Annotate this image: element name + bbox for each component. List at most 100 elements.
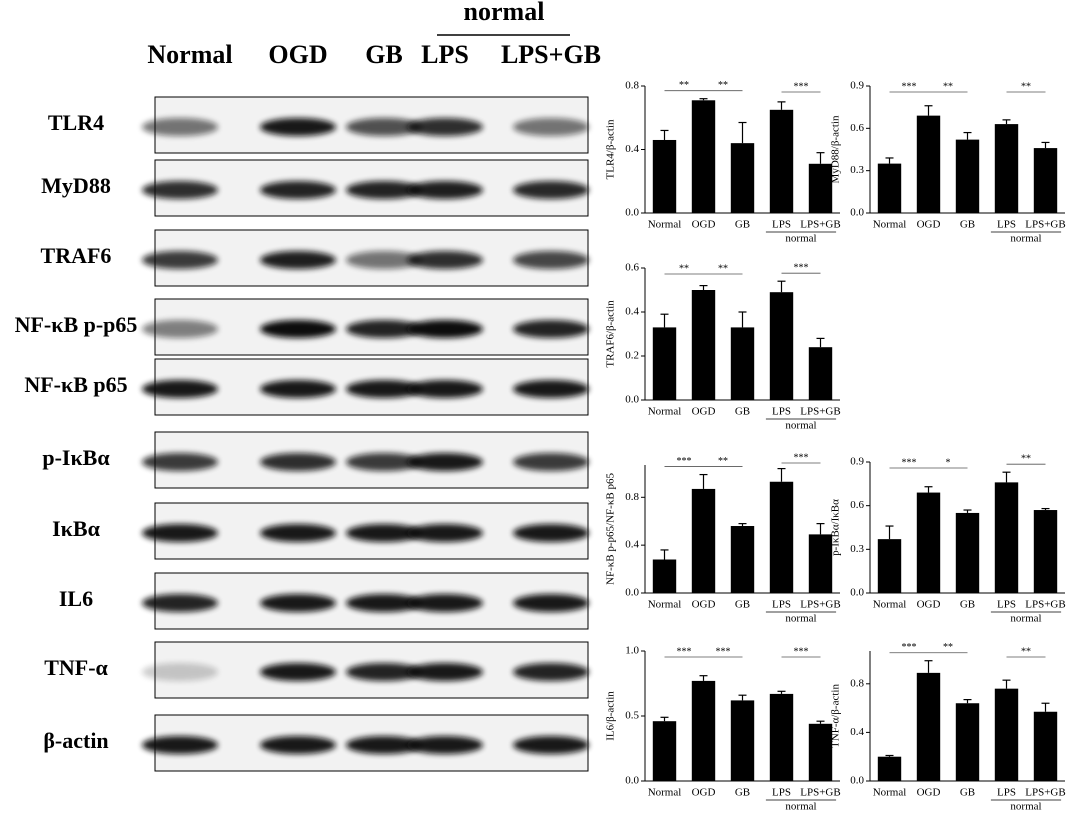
error-bar <box>963 698 972 704</box>
lane-label: GB <box>365 40 403 69</box>
x-tick-label: LPS+GB <box>800 219 840 231</box>
row-label: p-IκBα <box>42 445 110 470</box>
band <box>513 181 589 199</box>
x-tick-label: LPS+GB <box>800 787 840 799</box>
bar <box>769 481 794 593</box>
bar <box>877 539 902 593</box>
row-label: IL6 <box>59 586 93 611</box>
bar <box>1033 711 1058 781</box>
bar <box>730 143 755 213</box>
error-bar <box>924 660 933 673</box>
x-tick-label: GB <box>960 219 975 231</box>
bar <box>808 723 833 781</box>
error-bar <box>816 337 825 348</box>
y-axis-label: TNF-α/β-actin <box>830 684 842 748</box>
group-label: normal <box>464 0 545 26</box>
error-bar <box>660 549 669 560</box>
error-bar <box>1041 507 1050 511</box>
x-tick-label: Normal <box>873 219 907 231</box>
significance-label: ** <box>718 263 728 274</box>
error-bar <box>1041 702 1050 712</box>
band <box>260 118 336 136</box>
error-bar <box>777 467 786 482</box>
band <box>513 524 589 542</box>
bar <box>769 109 794 213</box>
band <box>142 181 218 199</box>
bar <box>652 721 677 781</box>
bar <box>877 163 902 213</box>
group-label: normal <box>785 233 816 245</box>
bar <box>652 559 677 593</box>
x-tick-label: LPS+GB <box>1025 599 1065 611</box>
band <box>513 736 589 754</box>
bar <box>916 492 941 593</box>
y-tick-label: 0.6 <box>850 122 864 134</box>
x-tick-label: GB <box>735 219 750 231</box>
band <box>142 736 218 754</box>
group-label: normal <box>785 420 816 432</box>
y-tick-label: 0.8 <box>850 677 864 689</box>
row-label: TNF-α <box>44 655 108 680</box>
significance-label: *** <box>677 456 692 467</box>
bar <box>808 347 833 400</box>
y-tick-label: 0.8 <box>625 80 639 92</box>
band <box>142 453 218 471</box>
x-tick-label: LPS+GB <box>800 406 840 418</box>
error-bar <box>660 313 669 328</box>
y-tick-label: 0.5 <box>625 710 639 722</box>
band <box>260 453 336 471</box>
error-bar <box>816 152 825 164</box>
band <box>407 320 483 338</box>
bar <box>916 115 941 213</box>
error-bar <box>1041 141 1050 149</box>
error-bar <box>963 509 972 513</box>
x-tick-label: LPS <box>772 599 791 611</box>
significance-label: *** <box>794 81 809 92</box>
band <box>260 594 336 612</box>
error-bar <box>1002 471 1011 483</box>
significance-label: ** <box>679 263 689 274</box>
band <box>142 118 218 136</box>
error-bar <box>1002 679 1011 689</box>
error-bar <box>885 525 894 540</box>
band <box>346 453 422 471</box>
lane-label: LPS+GB <box>501 40 601 69</box>
error-bar <box>924 105 933 116</box>
significance-label: *** <box>677 646 692 657</box>
band <box>142 594 218 612</box>
y-tick-label: 0.6 <box>850 499 864 511</box>
band <box>260 524 336 542</box>
x-tick-label: GB <box>960 787 975 799</box>
error-bar <box>777 690 786 694</box>
x-tick-label: Normal <box>648 599 682 611</box>
significance-label: ** <box>679 80 689 91</box>
band <box>142 663 218 681</box>
y-tick-label: 0.0 <box>850 587 864 599</box>
band <box>142 320 218 338</box>
y-tick-label: 0.3 <box>850 164 864 176</box>
band <box>346 524 422 542</box>
band <box>346 736 422 754</box>
error-bar <box>885 754 894 757</box>
error-bar <box>885 157 894 164</box>
band <box>346 320 422 338</box>
x-tick-label: LPS <box>997 219 1016 231</box>
significance-label: ** <box>718 80 728 91</box>
error-bar <box>816 523 825 535</box>
lane-label: OGD <box>268 40 327 69</box>
group-label: normal <box>785 801 816 813</box>
significance-label: * <box>946 457 951 468</box>
y-axis-label: MyD88/β-actin <box>830 115 842 183</box>
row-label: IκBα <box>52 516 100 541</box>
band <box>513 251 589 269</box>
bar <box>808 163 833 213</box>
band <box>513 453 589 471</box>
band <box>407 594 483 612</box>
error-bar <box>816 720 825 724</box>
band <box>142 380 218 398</box>
bar <box>652 139 677 213</box>
x-tick-label: OGD <box>917 787 941 799</box>
error-bar <box>699 98 708 101</box>
x-tick-label: LPS+GB <box>1025 219 1065 231</box>
error-bar <box>699 473 708 489</box>
